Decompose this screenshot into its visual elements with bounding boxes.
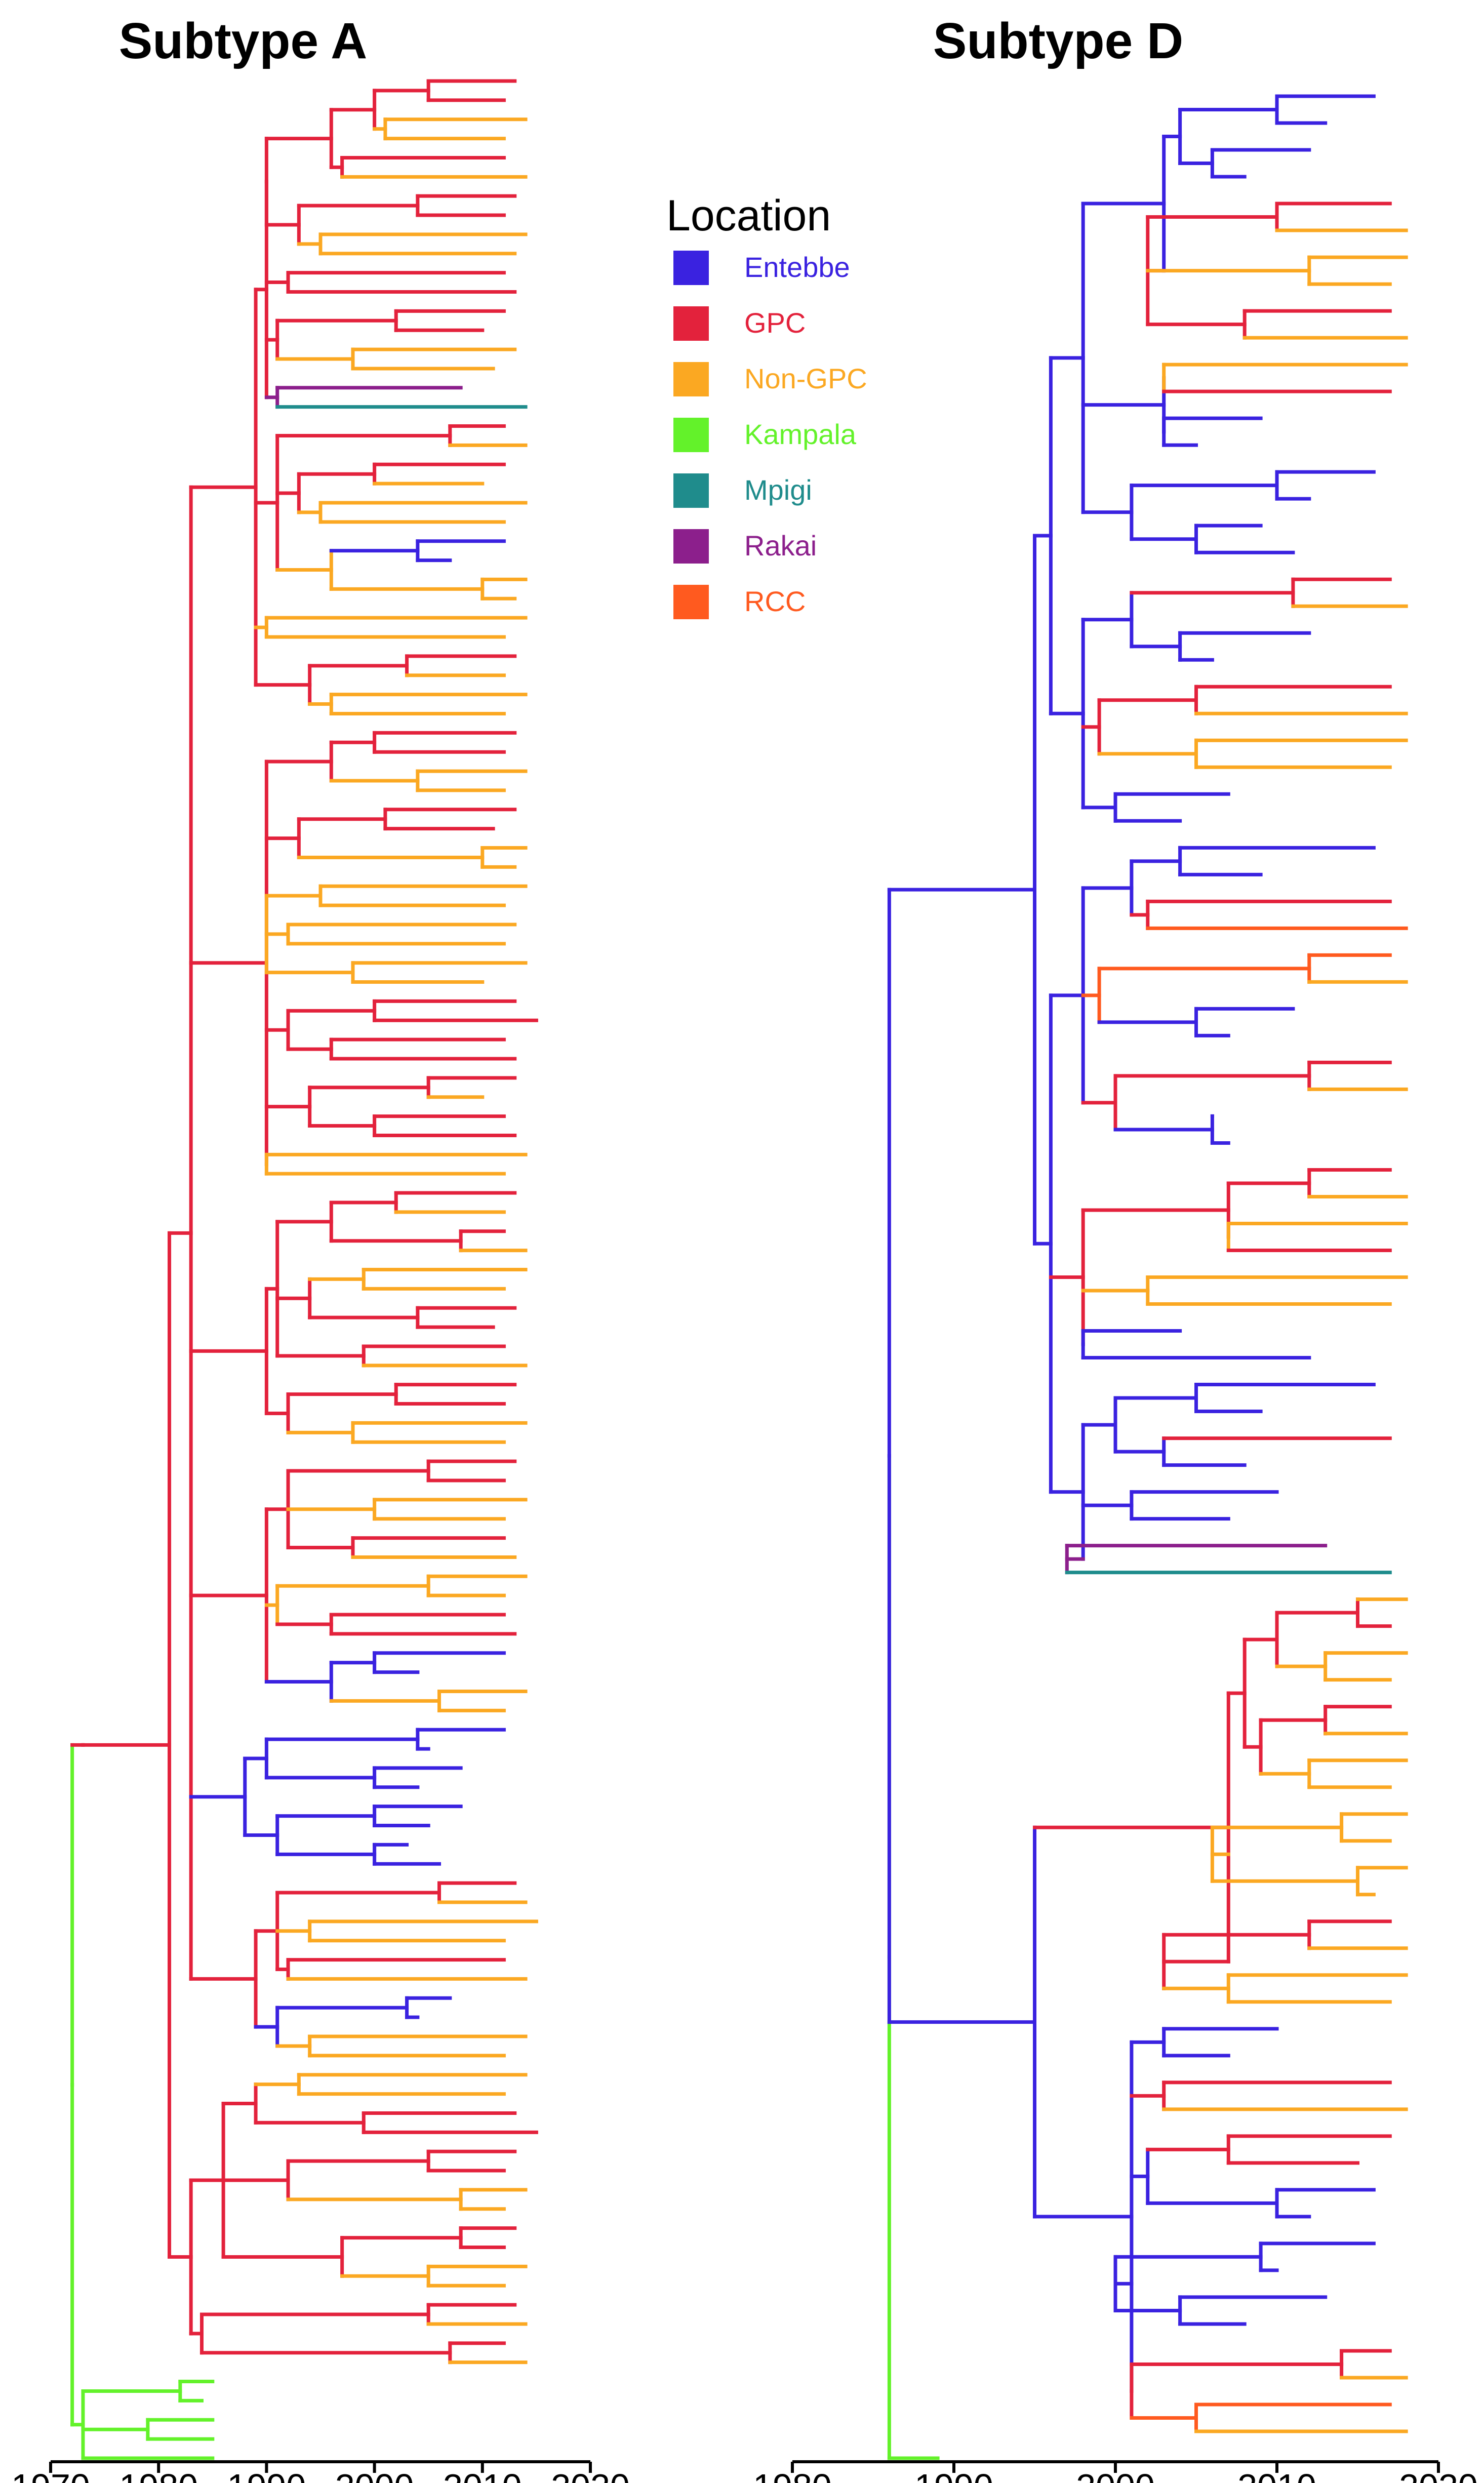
axis-tick-label: 2010: [1237, 2467, 1316, 2483]
legend-swatch: [673, 529, 709, 564]
panel-subtype-a: Subtype A 1970 1980 1990 2000 2010 2020: [11, 13, 630, 2483]
legend-swatch: [673, 473, 709, 508]
legend-label: Non-GPC: [744, 363, 867, 394]
axis-tick-label: 1980: [119, 2467, 198, 2483]
legend-label: RCC: [744, 585, 806, 617]
legend-swatch: [673, 306, 709, 341]
legend-label: GPC: [744, 307, 806, 339]
legend-label: Mpigi: [744, 474, 812, 506]
axis-tick-label: 2020: [1399, 2467, 1478, 2483]
panel-a-title: Subtype A: [119, 13, 368, 69]
axis-a-ticks: 1970 1980 1990 2000 2010 2020: [11, 2462, 630, 2483]
axis-tick-label: 1990: [227, 2467, 306, 2483]
axis-tick-label: 1990: [914, 2467, 993, 2483]
legend-swatch: [673, 251, 709, 285]
panel-subtype-d: Subtype D 1980 1990 2000 2010 2020: [753, 13, 1478, 2483]
legend-swatch: [673, 418, 709, 452]
legend-label: Rakai: [744, 530, 817, 562]
legend-items: Entebbe GPC Non-GPC Kampala Mpigi Rakai RCC: [673, 251, 867, 619]
legend-swatch: [673, 585, 709, 619]
legend-label: Kampala: [744, 418, 857, 450]
axis-d-ticks: 1980 1990 2000 2010 2020: [753, 2462, 1478, 2483]
legend-swatch: [673, 362, 709, 396]
tree-d: [887, 94, 1408, 2460]
legend-title: Location: [666, 191, 831, 240]
axis-tick-label: 1970: [11, 2467, 90, 2483]
axis-tick-label: 2000: [1076, 2467, 1155, 2483]
axis-tick-label: 2020: [551, 2467, 630, 2483]
legend-label: Entebbe: [744, 251, 850, 283]
axis-tick-label: 1980: [753, 2467, 832, 2483]
legend: Location Entebbe GPC Non-GPC Kampala Mpigi Ra…: [666, 191, 867, 619]
axis-tick-label: 2010: [443, 2467, 522, 2483]
axis-tick-label: 2000: [335, 2467, 414, 2483]
panel-d-title: Subtype D: [933, 13, 1183, 69]
tree-a: [70, 79, 538, 2460]
